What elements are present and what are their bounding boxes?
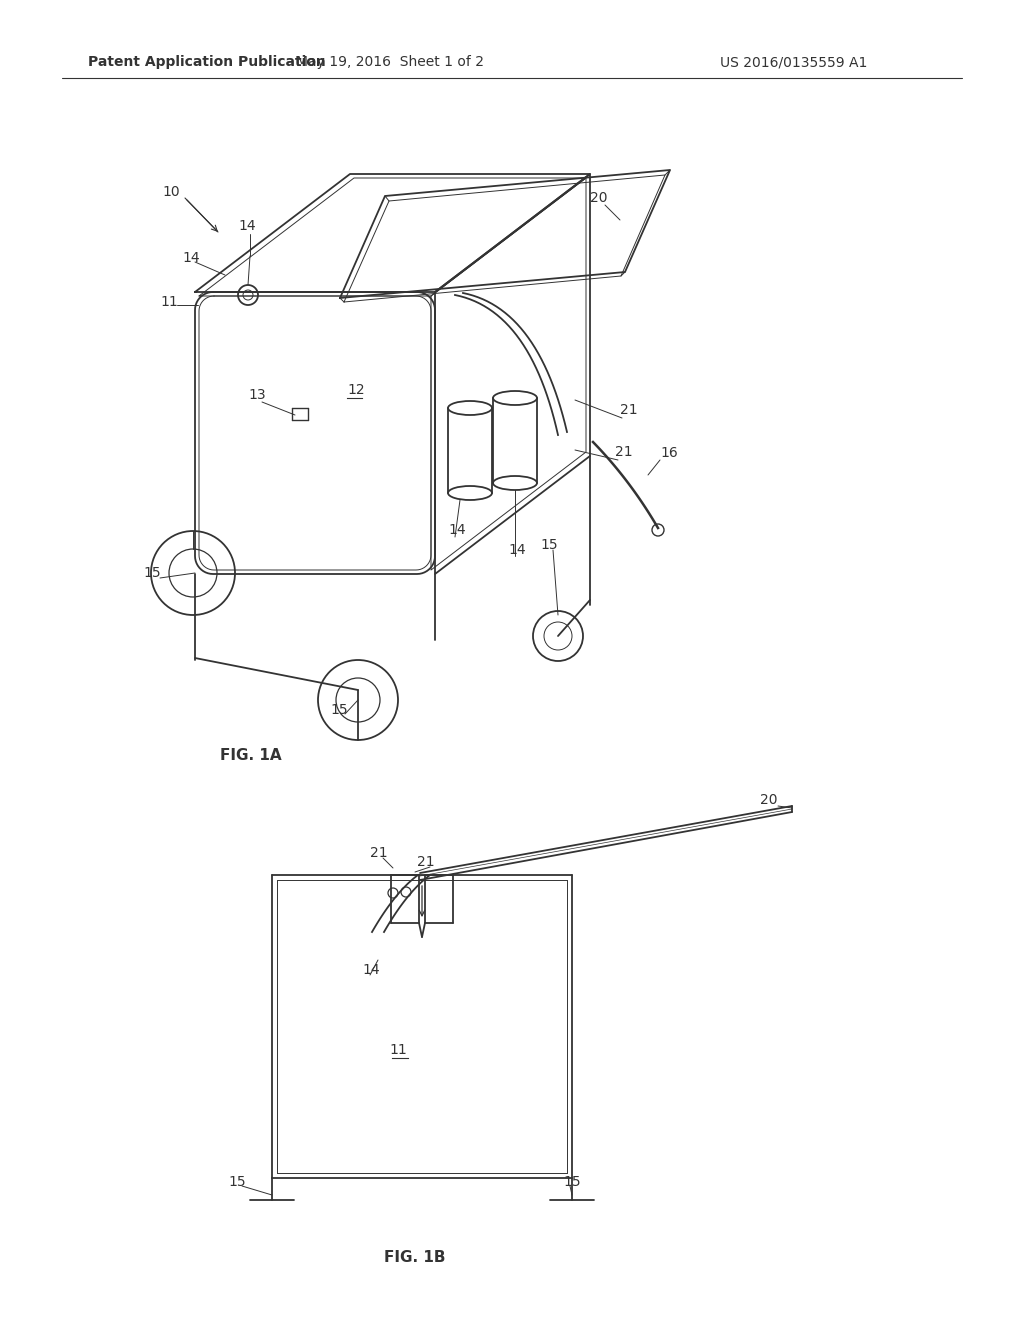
Text: 14: 14 (508, 543, 525, 557)
Text: 15: 15 (563, 1175, 581, 1189)
Text: Patent Application Publication: Patent Application Publication (88, 55, 326, 69)
Text: 20: 20 (590, 191, 607, 205)
Text: 15: 15 (540, 539, 558, 552)
Text: 21: 21 (417, 855, 434, 869)
Text: 14: 14 (449, 523, 466, 537)
Text: 15: 15 (330, 704, 347, 717)
Text: 14: 14 (362, 964, 380, 977)
Text: 16: 16 (660, 446, 678, 459)
Text: 11: 11 (160, 294, 178, 309)
Text: 14: 14 (238, 219, 256, 234)
Text: FIG. 1B: FIG. 1B (384, 1250, 445, 1266)
Text: 20: 20 (760, 793, 777, 807)
Text: US 2016/0135559 A1: US 2016/0135559 A1 (720, 55, 867, 69)
Text: May 19, 2016  Sheet 1 of 2: May 19, 2016 Sheet 1 of 2 (296, 55, 484, 69)
Text: 21: 21 (615, 445, 633, 459)
Text: 15: 15 (228, 1175, 246, 1189)
Text: FIG. 1A: FIG. 1A (220, 748, 282, 763)
Text: 21: 21 (620, 403, 638, 417)
Text: 11: 11 (389, 1043, 407, 1057)
Text: 15: 15 (143, 566, 161, 579)
Text: 13: 13 (248, 388, 265, 403)
Text: 10: 10 (162, 185, 179, 199)
Text: 12: 12 (347, 383, 365, 397)
Text: 14: 14 (182, 251, 200, 265)
Text: 21: 21 (370, 846, 388, 861)
